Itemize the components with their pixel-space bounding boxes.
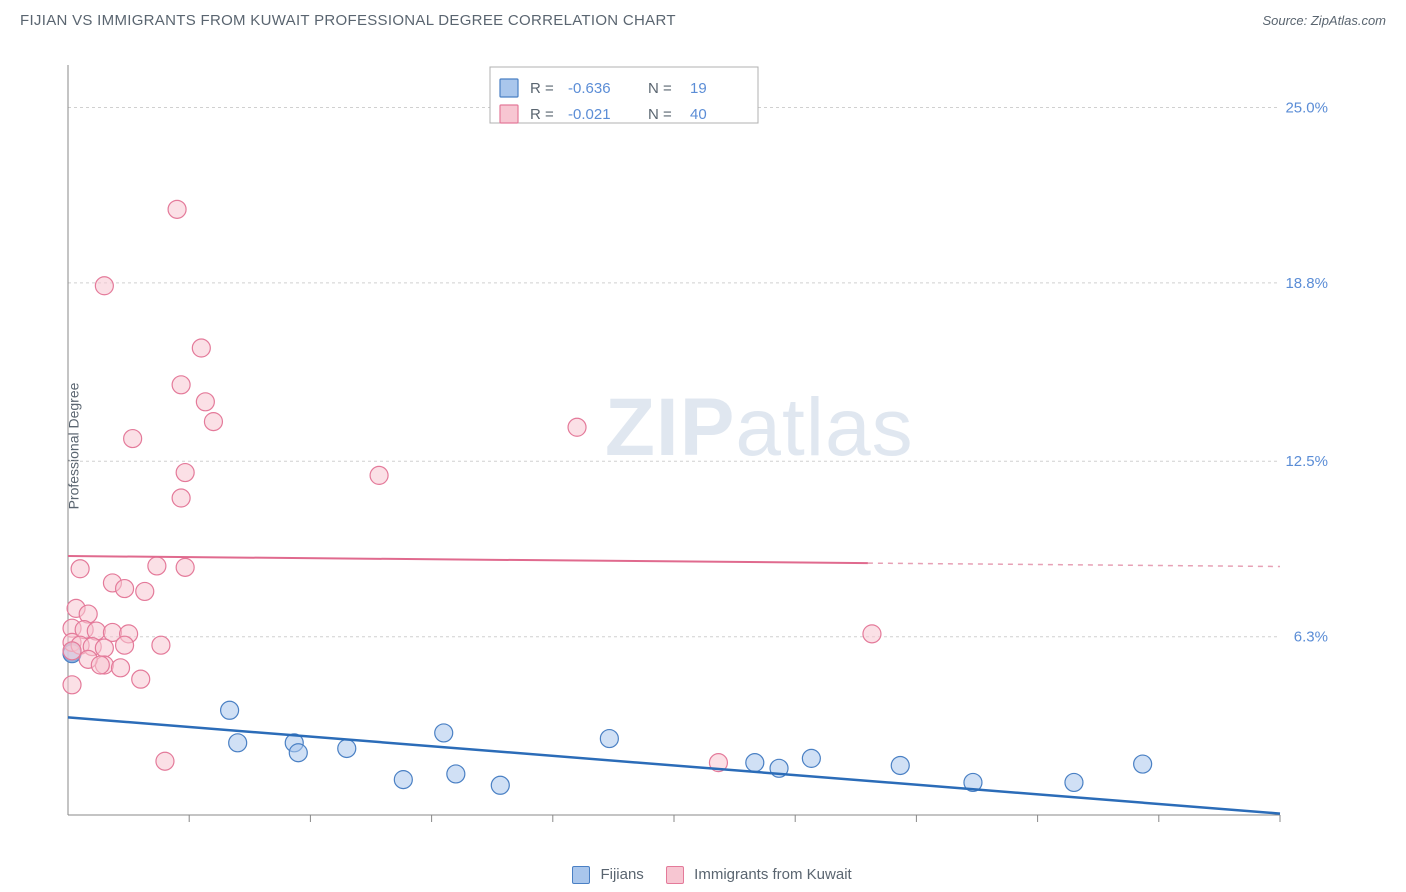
ytick-label: 12.5% (1285, 453, 1328, 470)
data-point (221, 701, 239, 719)
data-point (148, 557, 166, 575)
data-point (176, 558, 194, 576)
data-point (394, 771, 412, 789)
data-point (136, 582, 154, 600)
ytick-label: 25.0% (1285, 99, 1328, 116)
legend-r-value: -0.021 (568, 106, 611, 123)
data-point (802, 749, 820, 767)
chart-title: FIJIAN VS IMMIGRANTS FROM KUWAIT PROFESS… (20, 12, 676, 29)
data-point (71, 560, 89, 578)
data-point (172, 376, 190, 394)
data-point (600, 730, 618, 748)
data-point (338, 739, 356, 757)
data-point (63, 642, 81, 660)
data-point (370, 466, 388, 484)
data-point (152, 636, 170, 654)
data-point (491, 776, 509, 794)
legend-swatch (500, 105, 518, 123)
data-point (95, 639, 113, 657)
data-point (124, 430, 142, 448)
legend-label-fijians: Fijians (600, 866, 643, 883)
data-point (289, 744, 307, 762)
chart-area: 6.3% 12.5% 18.8% 25.0% R = -0.636 N = 19 R = -0.0… (50, 55, 1390, 835)
trendline-kuwait-extrapolated (868, 563, 1280, 566)
legend-bottom: Fijians Immigrants from Kuwait (0, 866, 1406, 884)
trendline-fijians (68, 717, 1280, 813)
data-point (1065, 773, 1083, 791)
legend-n-value: 19 (690, 80, 707, 97)
data-point (229, 734, 247, 752)
data-point (196, 393, 214, 411)
ytick-label: 18.8% (1285, 275, 1328, 292)
data-point (863, 625, 881, 643)
data-point (204, 413, 222, 431)
data-point (435, 724, 453, 742)
data-point (568, 418, 586, 436)
chart-source: Source: ZipAtlas.com (1262, 13, 1386, 28)
data-point (192, 339, 210, 357)
data-point (447, 765, 465, 783)
data-point (891, 756, 909, 774)
legend-n-label: N = (648, 80, 672, 97)
data-point (116, 636, 134, 654)
legend-swatch-fijians (572, 866, 590, 884)
ytick-label: 6.3% (1294, 629, 1328, 646)
data-point (746, 754, 764, 772)
legend-r-label: R = (530, 106, 554, 123)
data-point (95, 277, 113, 295)
data-point (63, 676, 81, 694)
legend-swatch-kuwait (666, 866, 684, 884)
legend-label-kuwait: Immigrants from Kuwait (694, 866, 852, 883)
legend-r-value: -0.636 (568, 80, 611, 97)
chart-header: FIJIAN VS IMMIGRANTS FROM KUWAIT PROFESS… (0, 0, 1406, 37)
data-point (172, 489, 190, 507)
data-point (1134, 755, 1152, 773)
data-point (168, 200, 186, 218)
data-point (112, 659, 130, 677)
data-point (176, 464, 194, 482)
legend-swatch (500, 79, 518, 97)
data-point (91, 656, 109, 674)
data-point (156, 752, 174, 770)
legend-n-label: N = (648, 106, 672, 123)
legend-n-value: 40 (690, 106, 707, 123)
scatter-chart-svg: 6.3% 12.5% 18.8% 25.0% R = -0.636 N = 19 R = -0.0… (50, 55, 1330, 825)
data-point (116, 580, 134, 598)
data-point (132, 670, 150, 688)
legend-r-label: R = (530, 80, 554, 97)
